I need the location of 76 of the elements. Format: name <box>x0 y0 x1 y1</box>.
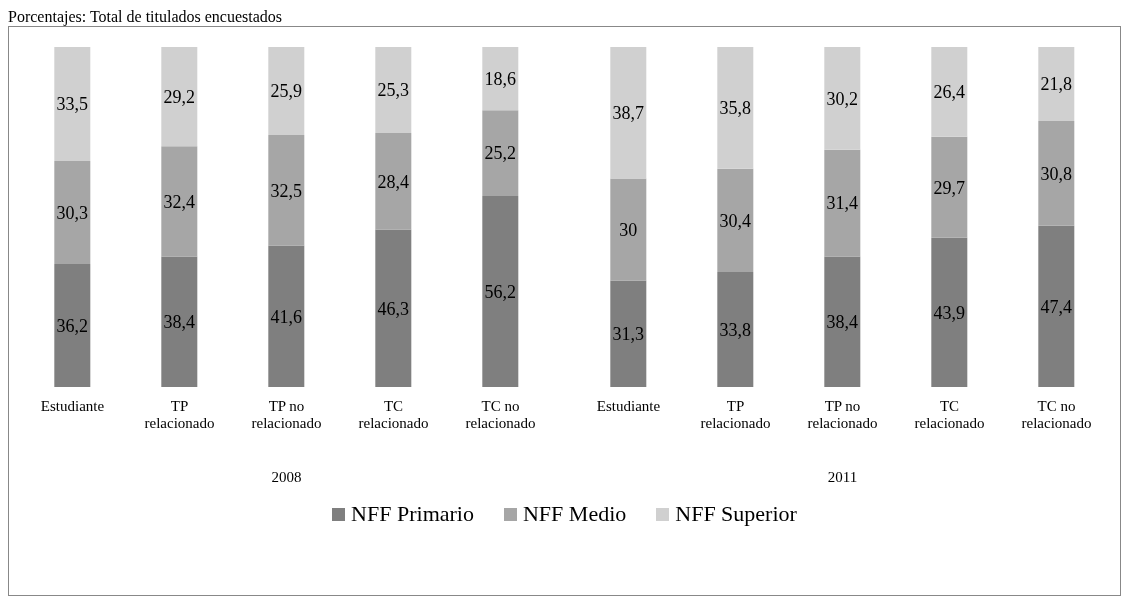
legend-label: NFF Medio <box>522 501 627 527</box>
bar <box>1038 121 1075 226</box>
bar <box>1038 47 1075 122</box>
bar <box>482 195 519 387</box>
data-label: 25,3 <box>377 80 410 101</box>
data-label: 33,5 <box>56 94 89 115</box>
bar <box>375 133 412 230</box>
data-label: 26,4 <box>933 82 966 103</box>
bar <box>375 229 412 387</box>
bar <box>54 47 91 161</box>
data-label: 32,4 <box>163 191 196 212</box>
data-label: 30,8 <box>1040 163 1073 184</box>
bar <box>610 280 647 387</box>
bar <box>717 272 754 387</box>
bar <box>1038 225 1075 387</box>
x-tick-label: TC no relacionado <box>1021 398 1092 431</box>
bar <box>161 256 198 387</box>
x-tick-label: TP no relacionado <box>251 398 322 431</box>
bar <box>54 160 91 264</box>
data-label: 25,9 <box>270 81 303 102</box>
legend-label: NFF Primario <box>351 501 474 527</box>
bar <box>161 146 198 257</box>
data-label: 47,4 <box>1040 296 1073 317</box>
bar <box>482 110 519 196</box>
x-tick-label: TP relacionado <box>144 398 215 431</box>
bar <box>268 135 305 246</box>
data-label: 30,3 <box>56 202 89 223</box>
x-tick-label: TP no relacionado <box>807 398 878 431</box>
chart-title: Porcentajes: Total de titulados encuestados <box>8 8 284 26</box>
bar <box>161 47 198 147</box>
data-label: 56,2 <box>484 281 517 302</box>
data-label: 38,4 <box>826 312 859 333</box>
x-tick-label: Estudiante <box>40 398 105 414</box>
data-label: 41,6 <box>270 306 303 327</box>
data-label: 30 <box>619 219 638 240</box>
bar <box>717 168 754 273</box>
x-tick-label: Estudiante <box>596 398 661 414</box>
bar <box>931 136 968 238</box>
x-axis-title: 2008 <box>271 469 302 485</box>
data-label: 30,2 <box>826 88 859 109</box>
data-label: 36,2 <box>56 315 89 336</box>
legend-label: NFF Superior <box>675 501 797 527</box>
data-label: 21,8 <box>1040 74 1073 95</box>
data-label: 43,9 <box>933 302 966 323</box>
data-label: 30,4 <box>719 210 752 231</box>
data-label: 33,8 <box>719 319 752 340</box>
bar <box>268 245 305 387</box>
data-label: 38,7 <box>612 103 645 124</box>
bar <box>717 47 754 169</box>
bar <box>824 47 861 150</box>
bar <box>931 237 968 387</box>
data-label: 29,2 <box>163 87 196 108</box>
data-label: 28,4 <box>377 171 410 192</box>
bar <box>931 47 968 137</box>
x-tick-label: TC relacionado <box>914 398 985 431</box>
x-tick-label: TP relacionado <box>700 398 771 431</box>
bar <box>268 47 305 136</box>
bar <box>610 178 647 281</box>
bar <box>482 47 519 111</box>
bar <box>824 149 861 257</box>
bar <box>54 263 91 387</box>
data-label: 32,5 <box>270 180 303 201</box>
x-axis-title: 2011 <box>827 469 858 485</box>
data-label: 18,6 <box>484 69 517 90</box>
data-label: 25,2 <box>484 143 517 164</box>
data-label: 35,8 <box>719 98 752 119</box>
data-label: 46,3 <box>377 298 410 319</box>
x-tick-label: TC no relacionado <box>465 398 536 431</box>
data-label: 38,4 <box>163 312 196 333</box>
bar <box>824 256 861 387</box>
data-label: 31,3 <box>612 324 645 345</box>
bar <box>610 47 647 179</box>
data-label: 29,7 <box>933 177 966 198</box>
bar <box>375 47 412 134</box>
data-label: 31,4 <box>826 193 859 214</box>
x-tick-label: TC relacionado <box>358 398 429 431</box>
